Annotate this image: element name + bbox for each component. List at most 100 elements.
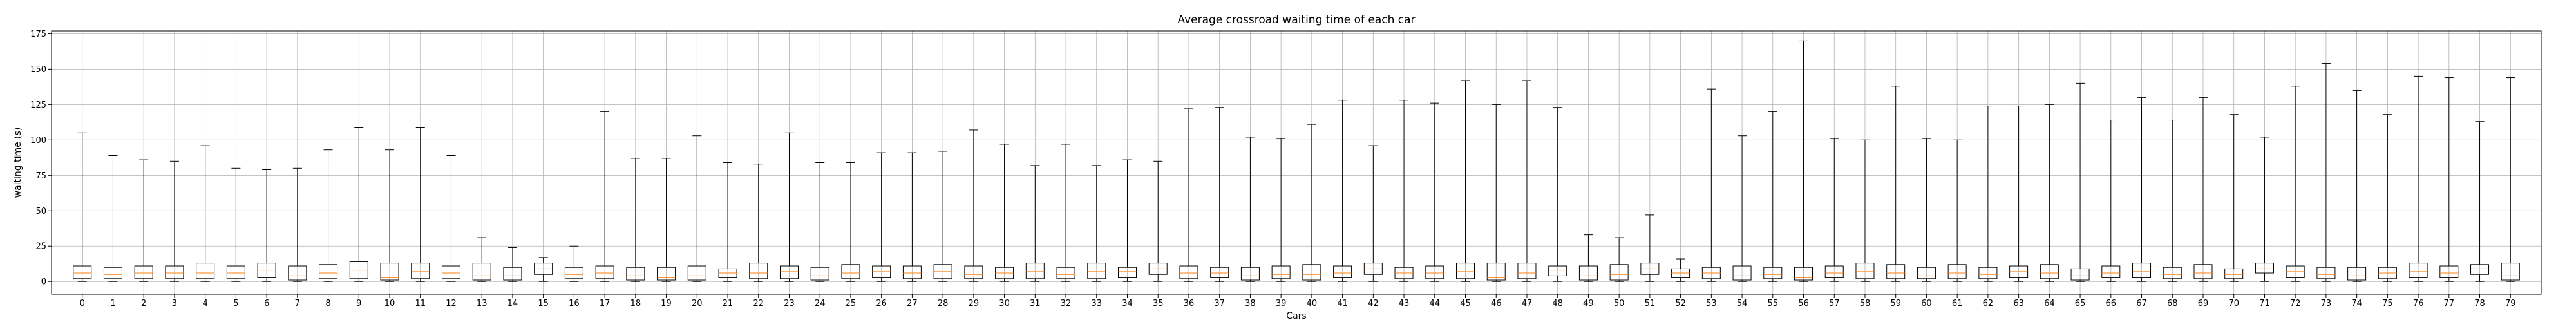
box-7: [288, 167, 307, 282]
x-tick-label: 15: [538, 299, 549, 308]
iqr-box: [441, 265, 460, 279]
x-tick-label: 62: [1983, 299, 1994, 308]
box-45: [1456, 80, 1475, 282]
box-67: [2132, 97, 2152, 282]
box-32: [1056, 144, 1075, 282]
x-tick-label: 22: [753, 299, 764, 308]
y-tick-label: 150: [30, 65, 46, 75]
x-tick-label: 53: [1706, 299, 1717, 308]
iqr-box: [595, 265, 614, 279]
x-tick-label: 14: [507, 299, 518, 308]
box-41: [1333, 100, 1352, 282]
x-tick-label: 6: [264, 299, 269, 308]
box-28: [933, 151, 952, 282]
iqr-box: [1947, 264, 1967, 279]
iqr-box: [626, 267, 645, 281]
x-tick-label: 42: [1368, 299, 1379, 308]
box-56: [1794, 40, 1814, 282]
box-59: [1886, 86, 1906, 282]
x-tick-label: 73: [2321, 299, 2332, 308]
x-tick-label: 0: [80, 299, 85, 308]
box-5: [226, 167, 245, 282]
x-tick-label: 52: [1675, 299, 1686, 308]
x-tick-label: 39: [1276, 299, 1287, 308]
iqr-box: [1548, 265, 1567, 276]
iqr-box: [1117, 267, 1137, 278]
box-20: [687, 135, 706, 282]
iqr-box: [1517, 263, 1537, 279]
box-70: [2224, 114, 2244, 282]
x-tick-label: 19: [661, 299, 672, 308]
box-72: [2286, 86, 2305, 282]
box-12: [441, 155, 460, 282]
iqr-box: [103, 267, 122, 279]
x-tick-label: 64: [2044, 299, 2055, 308]
chart-title: Average crossroad waiting time of each c…: [1177, 14, 1415, 26]
iqr-box: [380, 263, 399, 281]
iqr-box: [134, 265, 153, 279]
box-50: [1609, 237, 1629, 282]
x-tick-label: 70: [2228, 299, 2239, 308]
x-tick-label: 11: [415, 299, 426, 308]
x-tick-label: 67: [2136, 299, 2147, 308]
x-tick-label: 12: [446, 299, 457, 308]
x-tick-label: 76: [2413, 299, 2424, 308]
x-tick-label: 65: [2075, 299, 2086, 308]
x-tick-label: 60: [1921, 299, 1932, 308]
iqr-box: [1917, 267, 1936, 279]
box-26: [872, 152, 891, 282]
iqr-box: [472, 263, 491, 281]
x-tick-label: 29: [969, 299, 980, 308]
x-tick-label: 35: [1153, 299, 1164, 308]
x-tick-label: 57: [1829, 299, 1840, 308]
x-tick-label: 20: [692, 299, 703, 308]
box-14: [503, 247, 522, 282]
x-tick-label: 17: [600, 299, 611, 308]
x-tick-label: 43: [1399, 299, 1410, 308]
iqr-box: [810, 267, 829, 281]
box-10: [380, 149, 399, 282]
iqr-box: [2409, 263, 2428, 278]
x-tick-label: 38: [1245, 299, 1256, 308]
box-44: [1425, 102, 1444, 282]
box-71: [2255, 137, 2274, 282]
box-77: [2439, 77, 2459, 282]
gridlines: [52, 31, 2541, 294]
x-tick-label: 8: [325, 299, 330, 308]
box-47: [1517, 80, 1537, 282]
x-tick-label: 71: [2259, 299, 2270, 308]
x-tick-label: 50: [1614, 299, 1625, 308]
y-axis-label: waiting time (s): [13, 128, 23, 198]
box-39: [1271, 138, 1291, 282]
x-tick-label: 13: [477, 299, 488, 308]
x-tick-label: 41: [1337, 299, 1348, 308]
x-tick-label: 77: [2444, 299, 2455, 308]
y-tick-label: 0: [41, 278, 46, 287]
box-11: [411, 127, 430, 282]
x-tick-label: 37: [1214, 299, 1225, 308]
iqr-box: [564, 267, 583, 279]
iqr-box: [1425, 265, 1444, 279]
box-52: [1671, 258, 1690, 282]
iqr-box: [226, 265, 245, 279]
x-tick-label: 10: [384, 299, 395, 308]
box-3: [165, 160, 184, 282]
x-tick-label: 68: [2167, 299, 2178, 308]
box-24: [810, 162, 829, 282]
iqr-box: [1886, 264, 1906, 279]
box-43: [1394, 100, 1414, 282]
x-tick-label: 32: [1061, 299, 1072, 308]
x-tick-label: 63: [2013, 299, 2024, 308]
iqr-box: [1978, 267, 1998, 279]
box-25: [841, 162, 860, 282]
box-51: [1640, 214, 1660, 282]
x-tick-label: 18: [630, 299, 641, 308]
box-6: [257, 169, 276, 282]
x-tick-label: 23: [784, 299, 795, 308]
x-tick-label: 46: [1491, 299, 1502, 308]
x-tick-label: 2: [141, 299, 146, 308]
iqr-box: [687, 265, 706, 281]
y-tick-label: 125: [30, 100, 46, 110]
box-9: [349, 127, 368, 282]
box-64: [2040, 104, 2059, 282]
